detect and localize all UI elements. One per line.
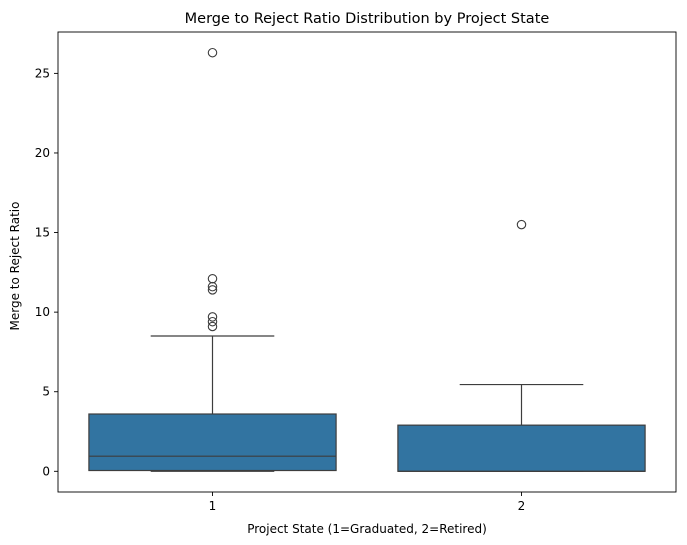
outlier-point [516,219,527,230]
y-tick-label: 10 [35,305,50,319]
y-tick-label: 25 [35,66,50,80]
y-axis-label: Merge to Reject Ratio [8,202,22,331]
x-tick-label: 1 [209,499,217,513]
outlier-point [207,321,218,332]
outlier-point [207,47,218,58]
axes-frame [57,31,677,493]
y-tick-label: 0 [42,464,50,478]
box-iqr [397,424,646,472]
y-tick-label: 5 [42,385,50,399]
outlier-point [207,273,218,284]
x-axis-label: Project State (1=Graduated, 2=Retired) [247,522,487,536]
box-iqr [88,413,337,472]
outlier-point [207,316,218,327]
y-tick-label: 20 [35,146,50,160]
y-tick-label: 15 [35,226,50,240]
outlier-point [207,285,218,295]
chart-title: Merge to Reject Ratio Distribution by Pr… [185,11,550,27]
outlier-point [207,312,218,322]
x-tick-label: 2 [518,499,526,513]
plot-area: 0 5 10 15 20 25 1 2 [35,31,677,513]
